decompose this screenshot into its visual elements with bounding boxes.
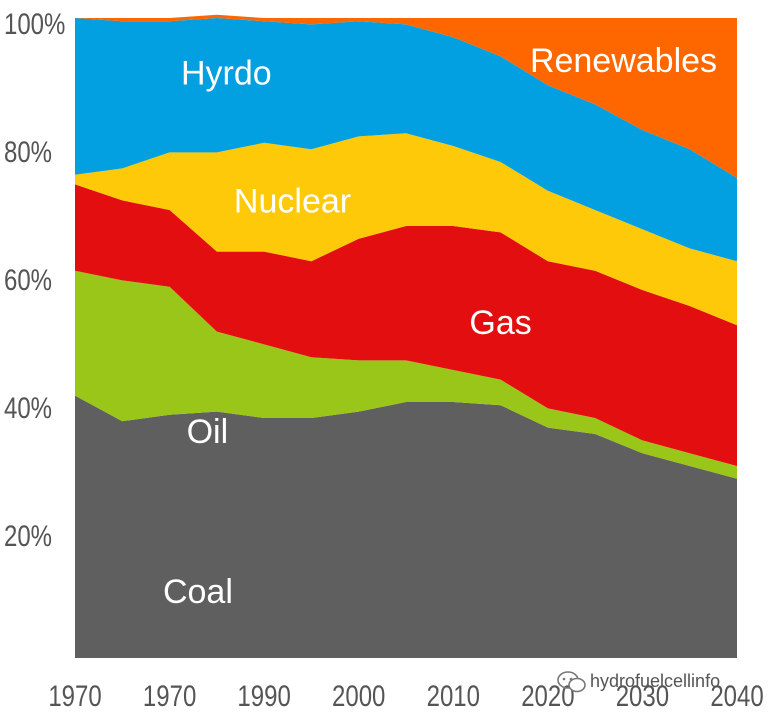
area-hyrdo bbox=[75, 18, 737, 262]
x-tick-label: 2000 bbox=[332, 678, 385, 712]
x-tick-label: 1970 bbox=[48, 678, 101, 712]
series-label-coal: Coal bbox=[163, 573, 233, 611]
watermark-text: hydrofuelcellinfo bbox=[590, 671, 720, 691]
y-tick-label: 60% bbox=[4, 262, 52, 296]
series-labels: Coal Oil Gas Nuclear Hyrdo Renewables bbox=[163, 42, 717, 611]
y-tick-label: 100% bbox=[4, 6, 65, 40]
series-label-oil: Oil bbox=[187, 413, 229, 451]
x-tick-label: 2010 bbox=[427, 678, 480, 712]
wechat-icon bbox=[557, 671, 586, 693]
x-tick-label: 2030 bbox=[616, 678, 669, 712]
x-tick-label: 2020 bbox=[521, 678, 574, 712]
x-axis-ticks: 1970 1970 1990 2000 2010 2020 2030 2040 bbox=[48, 678, 763, 712]
series-label-gas: Gas bbox=[469, 304, 531, 342]
watermark: hydrofuelcellinfo bbox=[557, 671, 720, 693]
y-axis-ticks: 20% 40% 60% 80% 100% bbox=[4, 6, 65, 552]
area-nuclear bbox=[75, 133, 737, 326]
area-renewables bbox=[75, 14, 737, 178]
y-tick-label: 80% bbox=[4, 134, 52, 168]
series-label-renewables: Renewables bbox=[530, 42, 717, 80]
x-tick-label: 1990 bbox=[237, 678, 290, 712]
series-label-hyrdo: Hyrdo bbox=[181, 55, 272, 93]
area-oil bbox=[75, 270, 737, 479]
area-gas bbox=[75, 184, 737, 466]
y-tick-label: 40% bbox=[4, 390, 52, 424]
x-tick-label: 1970 bbox=[143, 678, 196, 712]
area-coal bbox=[75, 395, 737, 658]
series-areas bbox=[75, 14, 737, 658]
series-label-nuclear: Nuclear bbox=[234, 183, 351, 221]
y-tick-label: 20% bbox=[4, 518, 52, 552]
x-tick-label: 2040 bbox=[710, 678, 763, 712]
